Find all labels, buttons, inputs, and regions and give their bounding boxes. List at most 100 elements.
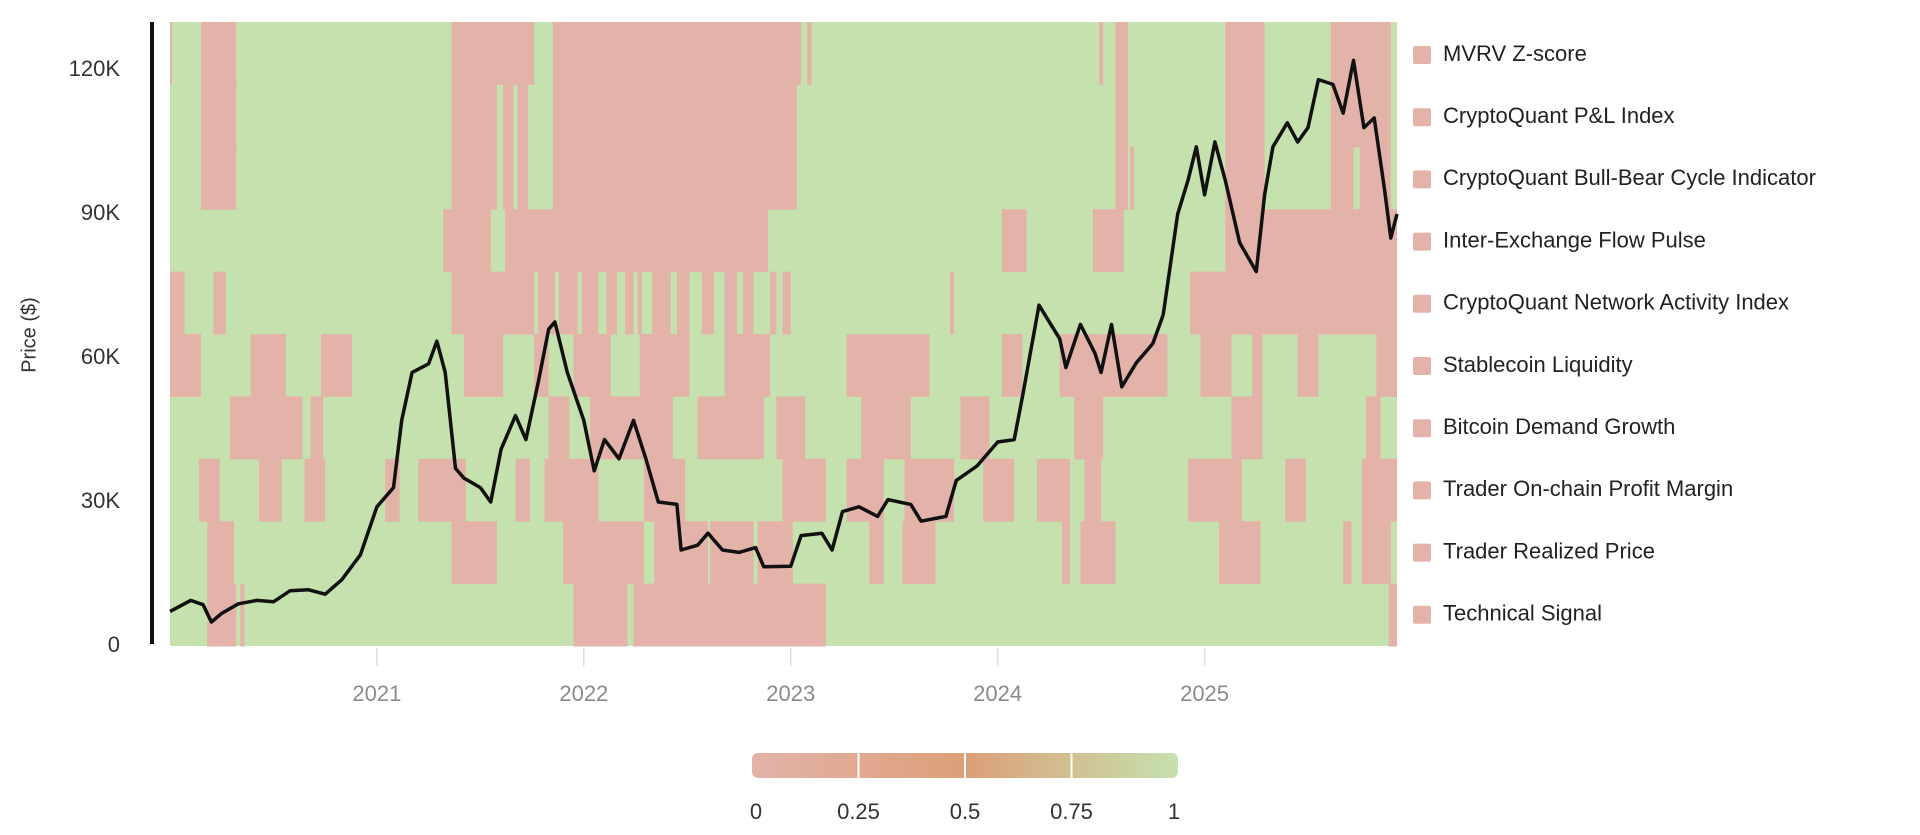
heatmap-cell bbox=[1388, 583, 1397, 647]
heatmap-cell bbox=[573, 334, 611, 397]
heatmap-cell bbox=[1376, 334, 1397, 397]
heatmap-cell bbox=[170, 334, 202, 397]
heatmap-cell bbox=[807, 22, 812, 85]
heatmap-cell bbox=[637, 271, 642, 335]
heatmap-cell bbox=[230, 396, 303, 460]
heatmap-cell bbox=[1036, 458, 1071, 522]
legend-item[interactable]: Trader Realized Price bbox=[1413, 538, 1655, 563]
heatmap-cell bbox=[1074, 396, 1104, 460]
heatmap-cell bbox=[552, 22, 802, 85]
heatmap-cell bbox=[581, 271, 599, 335]
heatmap-cell bbox=[625, 271, 634, 335]
legend-item[interactable]: CryptoQuant Network Activity Index bbox=[1413, 290, 1789, 315]
heatmap-cell bbox=[1219, 521, 1261, 585]
legend-swatch bbox=[1413, 357, 1431, 375]
y-tick-label: 120K bbox=[69, 56, 121, 81]
heatmap-cell bbox=[1188, 458, 1242, 522]
heatmap-cell bbox=[1285, 458, 1306, 522]
heatmap-cell bbox=[1061, 521, 1071, 585]
x-tick-label: 2021 bbox=[352, 681, 401, 706]
heatmap-cell bbox=[558, 271, 578, 335]
heatmap-cell bbox=[201, 146, 237, 210]
heatmap-cell bbox=[1231, 396, 1263, 460]
price-line-layer bbox=[169, 58, 1399, 624]
heatmap-cell bbox=[1080, 521, 1116, 585]
heatmap-cell bbox=[697, 396, 764, 460]
legend-label: Bitcoin Demand Growth bbox=[1443, 414, 1675, 439]
legend-item[interactable]: Technical Signal bbox=[1413, 601, 1602, 626]
heatmap-cell bbox=[1190, 271, 1397, 335]
heatmap-cell bbox=[321, 334, 353, 397]
heatmap-cell bbox=[776, 396, 806, 460]
heatmap-cell bbox=[606, 271, 617, 335]
heatmap-cells bbox=[170, 22, 1397, 647]
price-line bbox=[169, 58, 1399, 624]
y-axis-title: Price ($) bbox=[18, 297, 40, 373]
heatmap-cell bbox=[1200, 334, 1232, 397]
heatmap-cell bbox=[1084, 458, 1102, 522]
legend-label: Stablecoin Liquidity bbox=[1443, 352, 1633, 377]
heatmap-cell bbox=[757, 521, 793, 585]
heatmap-cell bbox=[451, 521, 497, 585]
x-tick-label: 2024 bbox=[973, 681, 1022, 706]
heatmap-cell bbox=[240, 583, 245, 647]
legend-label: Trader Realized Price bbox=[1443, 538, 1655, 563]
heatmap-cell bbox=[1343, 521, 1352, 585]
heatmap-cell bbox=[201, 84, 237, 148]
heatmap-cell bbox=[544, 458, 599, 522]
heatmap-cell bbox=[676, 271, 690, 335]
heatmap-cell bbox=[654, 521, 708, 585]
heatmap-cell bbox=[1001, 209, 1027, 273]
heatmap-cell bbox=[846, 334, 930, 397]
heatmap-cell bbox=[201, 22, 237, 85]
heatmap-cell bbox=[743, 271, 754, 335]
heatmap-cell bbox=[170, 22, 173, 85]
heatmap-cell bbox=[724, 334, 771, 397]
heatmap-cell bbox=[573, 583, 628, 647]
colorbar-tick-label: 0 bbox=[750, 799, 762, 824]
legend-swatch bbox=[1413, 419, 1431, 438]
heatmap-cell bbox=[515, 458, 531, 522]
heatmap-cell bbox=[258, 458, 282, 522]
heatmap-cell bbox=[1225, 22, 1265, 85]
heatmap-cell bbox=[1115, 146, 1129, 210]
y-tick-label: 0 bbox=[108, 632, 120, 657]
legend-swatch bbox=[1413, 294, 1431, 313]
legend-item[interactable]: Inter-Exchange Flow Pulse bbox=[1413, 227, 1706, 252]
legend-item[interactable]: MVRV Z-score bbox=[1413, 41, 1587, 66]
heatmap-cell bbox=[517, 84, 528, 148]
y-tick-label: 60K bbox=[81, 344, 120, 369]
heatmap-cell bbox=[701, 271, 715, 335]
heatmap-cell bbox=[451, 146, 497, 210]
legend-label: CryptoQuant Network Activity Index bbox=[1443, 290, 1789, 315]
heatmap-cell bbox=[1361, 521, 1391, 585]
legend-item[interactable]: Bitcoin Demand Growth bbox=[1413, 414, 1675, 439]
legend-label: CryptoQuant P&L Index bbox=[1443, 103, 1675, 128]
legend-label: Inter-Exchange Flow Pulse bbox=[1443, 227, 1706, 252]
legend-item[interactable]: Stablecoin Liquidity bbox=[1413, 352, 1633, 377]
heatmap-cell bbox=[563, 521, 644, 585]
legend-item[interactable]: CryptoQuant P&L Index bbox=[1413, 103, 1675, 128]
heatmap-cell bbox=[1099, 22, 1104, 85]
legend-item[interactable]: CryptoQuant Bull-Bear Cycle Indicator bbox=[1413, 165, 1816, 190]
legend-item[interactable]: Trader On-chain Profit Margin bbox=[1413, 476, 1733, 501]
heatmap-cell bbox=[1330, 22, 1391, 85]
heatmap-cell bbox=[869, 521, 884, 585]
heatmap-cell bbox=[1330, 146, 1354, 210]
heatmap-cell bbox=[633, 583, 826, 647]
legend: MVRV Z-score CryptoQuant P&L Index CryptoQ… bbox=[1413, 41, 1816, 626]
legend-label: Trader On-chain Profit Margin bbox=[1443, 476, 1733, 501]
heatmap-cell bbox=[517, 146, 528, 210]
heatmap-cell bbox=[1225, 84, 1265, 148]
heatmap-cell bbox=[451, 22, 535, 85]
heatmap-cell bbox=[724, 271, 737, 335]
heatmap-cell bbox=[1361, 458, 1397, 522]
heatmap-cell bbox=[983, 458, 1015, 522]
legend-swatch bbox=[1413, 108, 1431, 127]
heatmap-cell bbox=[770, 271, 777, 335]
heatmap-cell bbox=[552, 146, 797, 210]
heatmap-cell bbox=[213, 271, 226, 335]
heatmap-cell bbox=[552, 84, 797, 148]
colorbar: 0 0.25 0.5 0.75 1 bbox=[750, 753, 1180, 824]
